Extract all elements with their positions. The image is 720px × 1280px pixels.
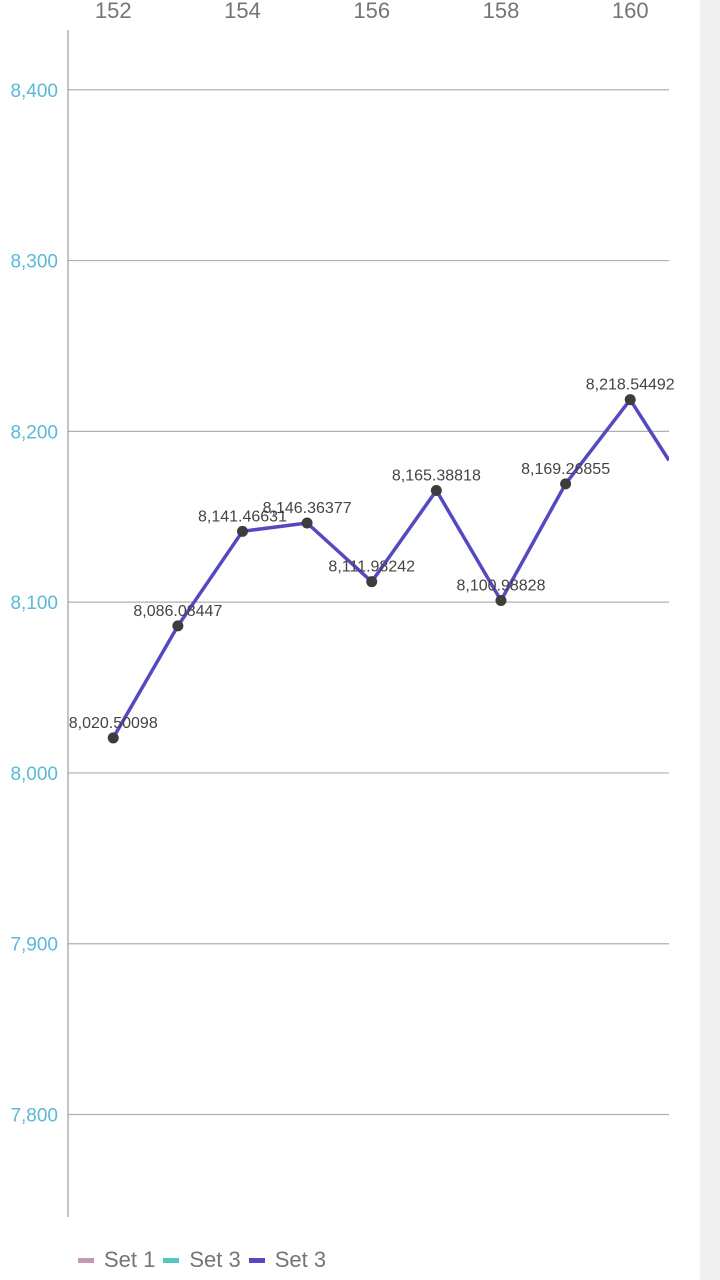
y-tick-label-7900: 7,900 [10, 935, 58, 956]
legend-swatch-set-1 [78, 1257, 94, 1263]
data-point-0 [107, 732, 119, 744]
data-point-6 [495, 594, 507, 606]
x-tick-label-154: 154 [224, 0, 261, 23]
data-label-5: 8,165.38818 [392, 467, 481, 484]
x-tick-label-158: 158 [483, 0, 520, 23]
y-tick-label-7800: 7,800 [10, 1106, 58, 1127]
data-label-1: 8,086.08447 [133, 603, 222, 620]
data-point-3 [301, 517, 313, 529]
legend-label-set-3-teal: Set 3 [189, 1247, 241, 1272]
data-point-5 [430, 484, 442, 496]
data-label-0: 8,020.50098 [69, 715, 158, 732]
legend-label-set-1: Set 1 [104, 1247, 156, 1272]
x-tick-label-160: 160 [612, 0, 649, 23]
legend-item-set-3-teal[interactable]: Set 3 [163, 1247, 241, 1273]
legend-swatch-set-3-teal [163, 1257, 180, 1263]
data-label-7: 8,169.26855 [521, 461, 610, 478]
data-label-3: 8,146.36377 [263, 500, 352, 517]
y-tick-label-8000: 8,000 [10, 764, 58, 785]
data-label-4: 8,111.98242 [328, 559, 415, 576]
y-tick-label-8400: 8,400 [10, 81, 58, 102]
legend: Set 1 Set 3 Set 3 [78, 1246, 326, 1274]
legend-label-set-3-indigo: Set 3 [274, 1247, 327, 1272]
y-tick-label-8200: 8,200 [10, 422, 58, 443]
legend-item-set-3-indigo[interactable]: Set 3 [248, 1247, 327, 1273]
x-tick-label-152: 152 [95, 0, 132, 23]
data-point-2 [236, 525, 248, 537]
data-point-1 [172, 620, 184, 632]
legend-swatch-set-3-indigo [248, 1257, 265, 1263]
series-line-0 [111, 397, 669, 739]
data-point-4 [366, 576, 378, 588]
data-point-7 [560, 478, 572, 490]
y-tick-label-8100: 8,100 [10, 593, 58, 614]
legend-item-set-1[interactable]: Set 1 [78, 1247, 155, 1273]
x-tick-label-156: 156 [353, 0, 390, 23]
scroll-strip [700, 0, 720, 1280]
data-label-2: 8,141.46631 [198, 508, 287, 525]
data-label-6: 8,100.98828 [456, 577, 545, 594]
data-label-8: 8,218.54492 [586, 377, 675, 394]
y-tick-label-8300: 8,300 [10, 252, 58, 273]
data-point-8 [624, 394, 636, 406]
